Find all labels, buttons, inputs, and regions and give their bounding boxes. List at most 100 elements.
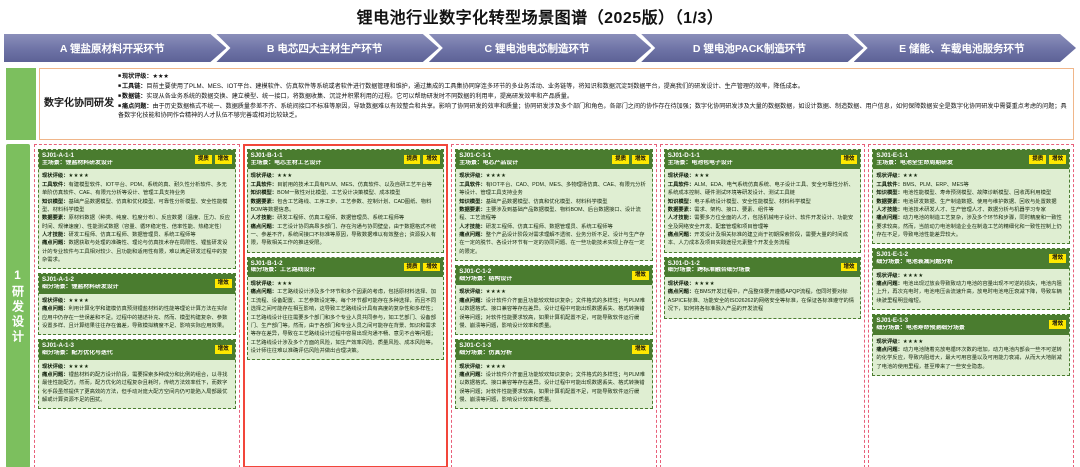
badge-group: 增效 bbox=[840, 260, 858, 272]
field-value: 研发工程师、仿真工程师、数据管理员、系统工程师等 bbox=[68, 231, 196, 238]
badge-group: 提质 增效 bbox=[403, 260, 441, 272]
scenario-name: 主场景：电池全生命周期研发 bbox=[876, 159, 953, 166]
status-badge: 增效 bbox=[214, 279, 232, 289]
phase-chevron-label: C 锂电池电芯制造环节 bbox=[484, 42, 590, 55]
field-value: ★★★★ bbox=[68, 173, 90, 180]
scenario-name: 主场景：电池包电子设计 bbox=[667, 159, 733, 166]
phase-chevron-label: B 电芯四大主材生产环节 bbox=[266, 42, 383, 55]
field-knowledge: 知识模型：电子系统设计模型、安全性能模型、材料科学模型 bbox=[668, 198, 858, 206]
field-label: 数据要素： bbox=[250, 198, 278, 205]
field-pain: 痛点问题：动力电池的制造工艺复杂，涉及多个环节和步骤，同时精度和一致性要求较高。… bbox=[876, 214, 1066, 239]
field-label: 痛点问题： bbox=[876, 215, 903, 222]
field-rating: 现状评级：★★★★ bbox=[876, 338, 1066, 346]
field-value: 动力电池随着充放电循环次数的增加，动力电池内部会一些不可逆转的化学反应，导致内阻… bbox=[876, 346, 1062, 370]
field-data: 数据要素：包含工艺路线、工序工步、工艺参数、控制计划、CAD图纸、物料BOM等数… bbox=[251, 198, 441, 215]
scenario-card-titles: SJ01-C-1-2 细分场景：结构设计 bbox=[459, 268, 629, 283]
field-tools: 工具软件：ALM、EDA、电气系统仿真系统、电子设计工具、安全可靠性分析、系统成… bbox=[668, 181, 858, 198]
field-rating: 现状评级：★★★★ bbox=[459, 172, 649, 180]
scenario-card[interactable]: SJ01-D-1-2 细分场景：跨标准融合细分场景 增效现状评级：★★★★ 痛点问题：… bbox=[663, 256, 862, 319]
scenario-card[interactable]: SJ01-E-1-3 细分场景：电池寿命预测细分场景 增效现状评级：★★★★ 痛点问题… bbox=[872, 314, 1070, 377]
field-talent: 人才技能：研发工程师、仿真工程师、数据管理员、系统工程师等 bbox=[459, 223, 649, 231]
field-label: 知识模型： bbox=[876, 190, 903, 197]
field-value: 需要多方位全面的人才，包括机械电子设计、软件开发设计、功能安全及网络安全开发、配… bbox=[667, 215, 854, 230]
banner-body: 现状评级：★★★工具链：目前主要使用了PLM、MES、IOT平台、建模软件、仿真… bbox=[118, 69, 1073, 139]
field-label: 人才技能： bbox=[459, 223, 486, 230]
status-badge: 增效 bbox=[1049, 254, 1066, 264]
field-value: 电池出现过放会导致致动力电池的容量出现不可逆的损失，电池内阻上升，再次充电时，电… bbox=[876, 281, 1062, 304]
field-label: 工具软件： bbox=[667, 181, 695, 188]
scenario-card[interactable]: SJ01-A-1-1 主场景：锂盐材料研发设计 提质 增效 现状评级：★★★★ 工具软件：… bbox=[38, 149, 236, 270]
field-label: 痛点问题： bbox=[459, 231, 486, 238]
phase-chevron-0[interactable]: A 锂盐原材料开采环节 bbox=[4, 34, 226, 62]
scenario-card-titles: SJ01-A-1-2 细分场景：锂盐材料研发设计 bbox=[42, 276, 212, 291]
status-badge: 增效 bbox=[631, 345, 649, 354]
scenario-name: 细分场景：结构设计 bbox=[459, 275, 513, 282]
scenario-card-titles: SJ01-D-1-2 细分场景：跨标准融合细分场景 bbox=[668, 260, 838, 275]
field-value: ★★★★ bbox=[485, 289, 507, 296]
phase-chevron-label: E 储能、车载电池服务环节 bbox=[899, 42, 1025, 55]
field-label: 人才技能： bbox=[42, 231, 69, 238]
scenario-card[interactable]: SJ01-A-1-3 细分场景：配方优化与迭代 增效 现状评级：★★★★ 痛点问题：锂盐… bbox=[38, 339, 236, 410]
field-talent: 人才技能：电池技术研发人才、生产管理人才、数据分析与机器学习专家 bbox=[876, 206, 1066, 214]
field-label: 数据要素： bbox=[459, 206, 486, 213]
scenario-card-body: 现状评级：★★★★ 痛点问题：利用计算化学和建模仿真预测锂盐材料的性能等理论计算方… bbox=[39, 294, 235, 334]
field-value: 基础产品数据模型、仿真和优化模型、可靠性分析模型、安全性能模型、材料科学模型 bbox=[42, 198, 228, 213]
phase-chevron-4[interactable]: E 储能、车载电池服务环节 bbox=[854, 34, 1076, 62]
field-rating: 现状评级：★★★ bbox=[876, 172, 1066, 180]
status-badge: 提质 bbox=[403, 155, 421, 164]
field-value: ★★★★ bbox=[485, 363, 507, 370]
field-label: 现状评级： bbox=[876, 272, 903, 279]
scenario-card[interactable]: SJ01-C-1-1 主场景：电芯产品设计 提质 增效 现状评级：★★★★ 工具软件：有I… bbox=[455, 149, 653, 262]
field-pain: 痛点问题：动力电池随着充放电循环次数的增加，动力电池内部会一些不可逆转的化学反应… bbox=[876, 346, 1066, 371]
field-value: ★★★★ bbox=[68, 363, 90, 370]
scenario-card[interactable]: SJ01-E-1-1 主场景：电池全生命周期研发 提质 增效 现状评级：★★★ 工具软件：… bbox=[872, 149, 1070, 245]
field-value: 电池技术研发人才、生产管理人才、数据分析与机器学习专家 bbox=[902, 206, 1046, 213]
scenario-card[interactable]: SJ01-B-1-1 主场景：电芯主材工艺设计 提质 增效 现状评级：★★★ 工具软件：目… bbox=[246, 149, 445, 253]
field-value: BMS、PLM、ERP、MES等 bbox=[902, 181, 969, 188]
scenario-card-titles: SJ01-E-1-2 细分场景：电池衰减问题分析 bbox=[876, 251, 1046, 266]
scenario-card-header: SJ01-D-1-1 主场景：电池包电子设计 增效 bbox=[664, 150, 861, 170]
badge-group: 提质 增效 bbox=[403, 152, 441, 164]
scenario-card-body: 现状评级：★★★★ 痛点问题：在BMS开发过程中，产品整体要开遵循APQP流程，但… bbox=[665, 277, 861, 317]
field-pain: 痛点问题：在BMS开发过程中，产品整体要开遵循APQP流程，但同时要对标ASPI… bbox=[668, 288, 858, 313]
field-pain: 痛点问题：数据获取与处理的准确性、理论与仿真技术存在局限性、锂盐研发设计的专业软… bbox=[42, 239, 232, 264]
field-rating: 现状评级：★★★★ bbox=[668, 280, 858, 288]
scenario-name: 细分场景：锂盐材料研发设计 bbox=[42, 284, 119, 291]
scenario-card[interactable]: SJ01-C-1-3 细分场景：仿真分析 增效 现状评级：★★★★ 痛点问题：设计软件介… bbox=[455, 339, 653, 410]
field-knowledge: 知识模型：基础产品数据模型、仿真和优化模型、可靠性分析模型、安全性能模型、材料科… bbox=[42, 198, 232, 215]
scenario-card-body: 现状评级：★★★ 工具软件：BMS、PLM、ERP、MES等 知识模型：电池性能模型… bbox=[873, 169, 1069, 243]
field-label: 现状评级： bbox=[42, 173, 69, 180]
field-value: ★★★★ bbox=[485, 173, 507, 180]
phase-chevron-3[interactable]: D 锂电池PACK制造环节 bbox=[641, 34, 863, 62]
digital-collab-banner: 数字化协同研发 现状评级：★★★工具链：目前主要使用了PLM、MES、IOT平台… bbox=[6, 68, 1074, 140]
scenario-card[interactable]: SJ01-B-1-2 细分场景：工艺路线设计 提质 增效 现状评级：★★★ 痛点问题：工艺… bbox=[246, 256, 445, 361]
phase-chevron-2[interactable]: C 锂电池电芯制造环节 bbox=[429, 34, 651, 62]
banner-label-line: 数字化 bbox=[44, 98, 74, 110]
field-label: 数据要素： bbox=[42, 215, 69, 222]
scenario-card[interactable]: SJ01-D-1-1 主场景：电池包电子设计 增效 现状评级：★★★ 工具软件：ALM、… bbox=[663, 149, 862, 253]
field-pain: 痛点问题：设计软件介齐面且功能较欢知识复杂；文件格式的多样性；与PLM难以数据格… bbox=[459, 371, 649, 404]
field-pain: 痛点问题：开发设计及相关标准的建立尚于初期探索阶段，需要大量的时间成本、人力成本… bbox=[668, 231, 858, 248]
field-label: 现状评级： bbox=[42, 297, 69, 304]
field-knowledge: 知识模型：电池性能模型、寿命预测模型、故障诊断模型、回收再利用模型 bbox=[876, 189, 1066, 197]
scenario-card-header: SJ01-E-1-1 主场景：电池全生命周期研发 提质 增效 bbox=[873, 150, 1069, 170]
phase-chevron-1[interactable]: B 电芯四大主材生产环节 bbox=[216, 34, 438, 62]
field-label: 人才技能： bbox=[876, 206, 903, 213]
field-value: ★★★ bbox=[694, 173, 710, 180]
status-badge: 提质 bbox=[403, 262, 421, 272]
field-label: 现状评级： bbox=[459, 289, 486, 296]
field-value: BOM一致性对比模型、工艺设计决策模型、成本模型 bbox=[277, 190, 401, 197]
banner-label-line: 协同研发 bbox=[74, 98, 114, 110]
scenario-card[interactable]: SJ01-C-1-2 细分场景：结构设计 增效 现状评级：★★★★ 痛点问题：设计软件介… bbox=[455, 265, 653, 336]
scene-map-main: 1研发设计 SJ01-A-1-1 主场景：锂盐材料研发设计 提质 增效 现状评级：★★★… bbox=[6, 144, 1074, 467]
field-label: 知识模型： bbox=[250, 190, 278, 197]
field-label: 现状评级： bbox=[42, 363, 69, 370]
field-knowledge: 知识模型：BOM一致性对比模型、工艺设计决策模型、成本模型 bbox=[251, 189, 441, 197]
scenario-card-titles: SJ01-C-1-3 细分场景：仿真分析 bbox=[459, 342, 629, 357]
scenario-card[interactable]: SJ01-A-1-2 细分场景：锂盐材料研发设计 增效现状评级：★★★★ 痛点问题：利… bbox=[38, 273, 236, 336]
scenario-card[interactable]: SJ01-E-1-2 细分场景：电池衰减问题分析 增效 现状评级：★★★★ 痛点问题：电… bbox=[872, 248, 1070, 311]
scenario-card-titles: SJ01-C-1-1 主场景：电芯产品设计 bbox=[459, 152, 609, 167]
scenario-card-header: SJ01-E-1-3 细分场景：电池寿命预测细分场景 增效 bbox=[873, 315, 1069, 335]
scenario-code: SJ01-C-1-3 bbox=[459, 342, 492, 350]
scenario-card-header: SJ01-C-1-3 细分场景：仿真分析 增效 bbox=[456, 340, 652, 360]
